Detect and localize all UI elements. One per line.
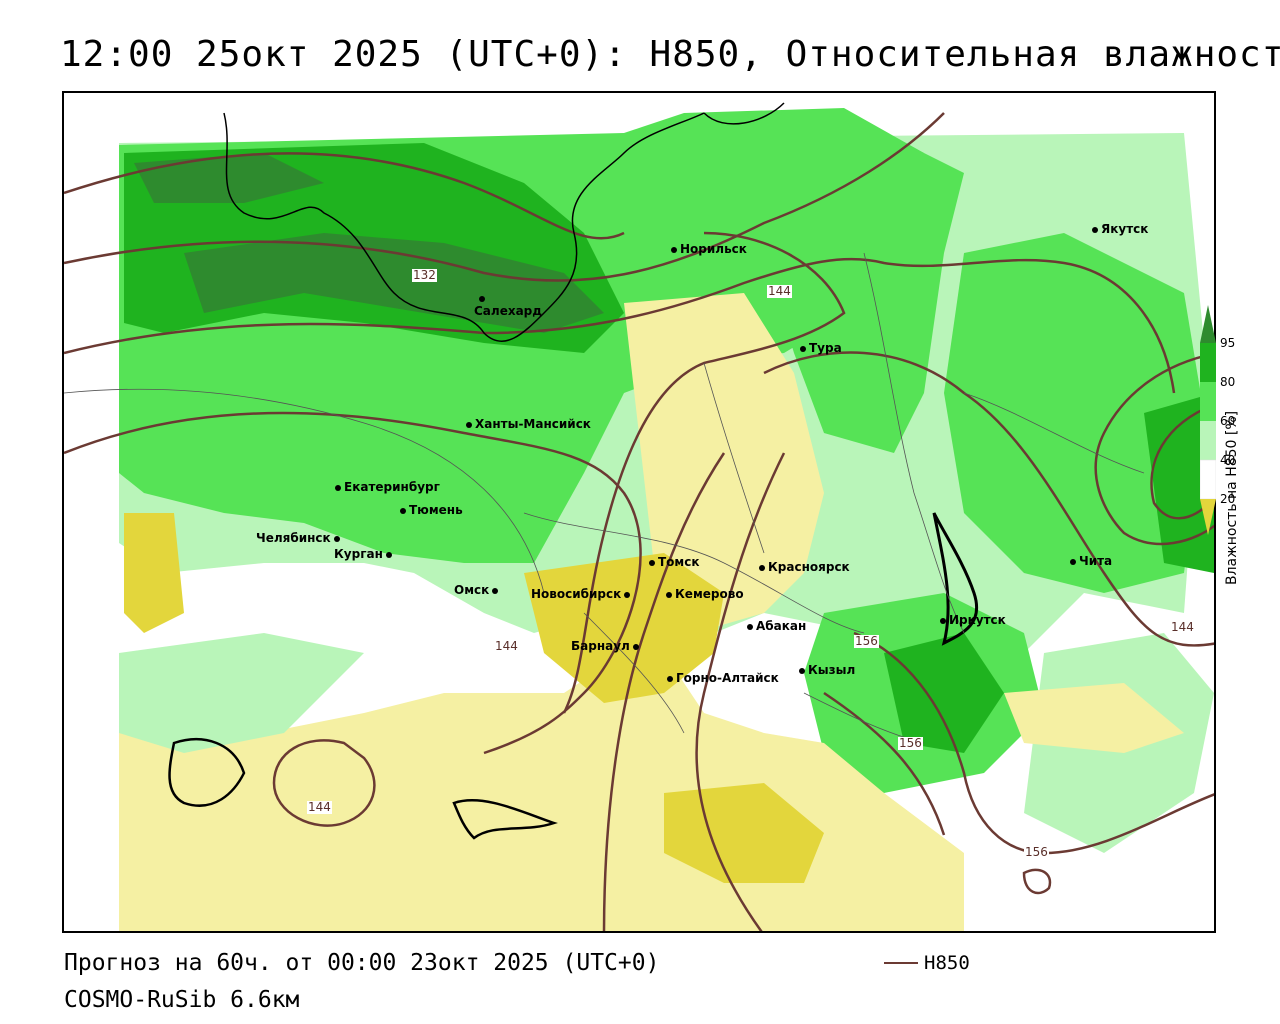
map-area: 132 144 144 144 144 156 156 156 Норильск… [62, 91, 1216, 933]
city-dot [747, 623, 753, 630]
city-label: Ханты-Мансийск [466, 417, 591, 431]
city-dot [479, 295, 485, 302]
city-dot [1070, 558, 1076, 565]
model-name: COSMO-RuSib 6.6км [64, 987, 300, 1013]
admin-borders [64, 252, 1145, 744]
colorbar-segment [1200, 459, 1216, 500]
colorbar-title: Влажность на H850 [%] [1224, 410, 1240, 585]
colorbar-segment [1200, 421, 1216, 460]
contour-label: 144 [767, 284, 792, 298]
contour-label: 144 [1170, 620, 1195, 634]
city-label: Новосибирск [531, 587, 633, 601]
colorbar-bottom-arrow [1200, 499, 1216, 535]
colorbar-top-arrow [1200, 305, 1216, 343]
colorbar-tick: 80 [1220, 375, 1236, 389]
city-dot [466, 421, 472, 428]
contour-label: 156 [854, 634, 879, 648]
city-dot [400, 507, 406, 514]
city-label: Барнаул [571, 639, 642, 653]
city-dot [1092, 226, 1098, 233]
city-dot [632, 643, 639, 650]
city-dot [759, 564, 765, 571]
city-dot [333, 535, 340, 542]
contour-legend: H850 [884, 952, 970, 974]
city-dot [800, 345, 806, 352]
city-dot [624, 591, 631, 598]
contour-label: 144 [307, 800, 332, 814]
city-dot [940, 617, 946, 624]
city-dot [492, 587, 499, 594]
city-dot [649, 559, 655, 566]
contour-label: 156 [898, 736, 923, 750]
city-label: Тура [800, 341, 842, 355]
city-label: Томск [649, 555, 700, 569]
map-title: 12:00 25окт 2025 (UTC+0): H850, Относите… [60, 34, 1280, 75]
city-label: Омск [454, 583, 501, 597]
city-label: Абакан [747, 619, 806, 633]
colorbar-tick: 95 [1220, 336, 1236, 350]
city-label: Норильск [671, 242, 747, 256]
city-label: Салехард [474, 304, 542, 318]
colorbar-svg [1200, 305, 1216, 535]
contour-legend-label: H850 [924, 952, 970, 974]
colorbar-segment [1200, 343, 1216, 382]
city-label: Якутск [1092, 222, 1148, 236]
contour-line-swatch [884, 962, 918, 964]
colorbar-tick: 40 [1220, 453, 1236, 467]
city-label: Курган [334, 547, 395, 561]
city-dot [799, 667, 805, 674]
contour-label: 132 [412, 268, 437, 282]
city-dot [667, 675, 673, 682]
city-label: Челябинск [256, 531, 343, 545]
coastlines [168, 102, 979, 840]
city-label: Горно-Алтайск [667, 671, 779, 685]
colorbar-tick: 60 [1220, 414, 1236, 428]
contour-label: 144 [494, 639, 519, 653]
city-dot [335, 484, 341, 491]
city-label: Екатеринбург [335, 480, 440, 494]
forecast-info: Прогноз на 60ч. от 00:00 23окт 2025 (UTC… [64, 950, 660, 976]
humidity-fill [64, 93, 1214, 931]
city-label [479, 291, 488, 305]
city-dot [671, 246, 677, 253]
city-label: Тюмень [400, 503, 463, 517]
city-dot [385, 551, 392, 558]
humidity-field [64, 93, 1214, 931]
city-label: Чита [1070, 554, 1112, 568]
city-label: Красноярск [759, 560, 850, 574]
colorbar-segment [1200, 382, 1216, 421]
city-dot [666, 591, 672, 598]
city-label: Иркутск [940, 613, 1006, 627]
city-label: Кызыл [799, 663, 855, 677]
contour-label: 156 [1024, 845, 1049, 859]
colorbar-tick: 20 [1220, 492, 1236, 506]
city-label: Кемерово [666, 587, 744, 601]
